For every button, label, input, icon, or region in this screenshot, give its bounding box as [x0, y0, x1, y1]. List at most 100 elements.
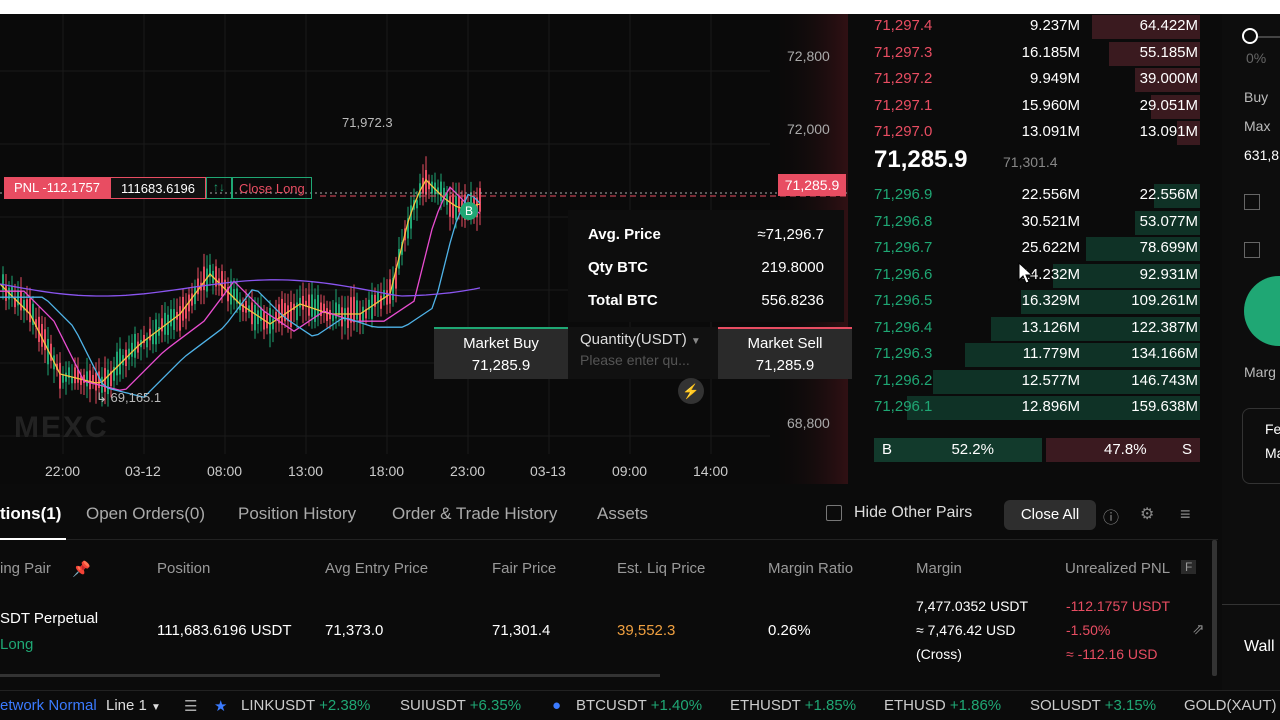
bid-row[interactable]: 71,296.1 12.896M 159.638M: [856, 395, 1200, 421]
ticker-change: +1.86%: [949, 697, 1002, 714]
pin-icon[interactable]: 📌: [72, 561, 91, 578]
hide-other-pairs-toggle[interactable]: Hide Other Pairs: [826, 504, 972, 522]
order-total: 159.638M: [1131, 398, 1198, 415]
close-long-button[interactable]: Close Long: [232, 177, 312, 199]
ask-row[interactable]: 71,297.4 9.237M 64.422M: [856, 14, 1200, 40]
ask-row[interactable]: 71,297.2 9.949M 39.000M: [856, 67, 1200, 93]
scrollbar[interactable]: [1212, 540, 1217, 676]
info-key: Qty BTC: [588, 259, 648, 276]
ticker-item[interactable]: BTCUSDT +1.40%: [576, 697, 702, 714]
ticker-item[interactable]: GOLD(XAUT): [1184, 697, 1277, 714]
margin-ratio-value: 0.26%: [768, 622, 811, 639]
bid-row[interactable]: 71,296.6 14.232M 92.931M: [856, 263, 1200, 289]
hide-other-pairs-checkbox[interactable]: [826, 505, 842, 521]
ticker-symbol: SUIUSDT: [400, 697, 466, 714]
order-price: 71,296.4: [874, 318, 933, 336]
depth-bar: [1177, 121, 1200, 145]
ticker-item[interactable]: ETHUSD +1.86%: [884, 697, 1001, 714]
bid-row[interactable]: 71,296.4 13.126M 122.387M: [856, 316, 1200, 342]
bid-row[interactable]: 71,296.2 12.577M 146.743M: [856, 369, 1200, 395]
order-amount: 30.521M: [1021, 212, 1080, 230]
buy-ratio-letter: B: [882, 441, 893, 458]
order-amount: 16.185M: [1021, 43, 1080, 61]
ask-row[interactable]: 71,297.1 15.960M 29.051M: [856, 94, 1200, 120]
quantity-label: Quantity(USDT) ▼: [580, 331, 706, 348]
low-price-label: ↳ 69,165.1: [96, 390, 162, 405]
tab-assets[interactable]: Assets: [597, 504, 649, 523]
market-sell-price: 71,285.9: [755, 357, 815, 374]
margin-usd: ≈ 7,476.42 USD: [916, 622, 1016, 638]
tab-position-history[interactable]: Position History: [238, 504, 357, 523]
max-label: Max: [1244, 118, 1271, 134]
wallet-label[interactable]: Wall: [1244, 638, 1275, 655]
bid-row[interactable]: 71,296.7 25.622M 78.699M: [856, 236, 1200, 262]
market-buy-button[interactable]: Market Buy 71,285.9: [434, 327, 568, 379]
order-total: 55.185M: [1139, 43, 1198, 61]
line-selector[interactable]: Line 1 ▼: [106, 697, 161, 714]
bid-row[interactable]: 71,296.8 30.521M 53.077M: [856, 210, 1200, 236]
market-sell-label: Market Sell: [747, 335, 823, 352]
position-size: 111,683.6196 USDT: [157, 622, 292, 639]
unrealized-pnl-usd: ≈ -112.16 USD: [1066, 646, 1158, 662]
depth-bar: [1134, 210, 1200, 235]
margin-mode[interactable]: (Cross): [916, 646, 962, 662]
filter-icon[interactable]: F: [1181, 560, 1197, 574]
ask-row[interactable]: 71,297.3 16.185M 55.185M: [856, 41, 1200, 67]
list-icon[interactable]: ☰: [184, 698, 198, 715]
ticker-item[interactable]: SUIUSDT +6.35%: [400, 697, 521, 714]
star-icon[interactable]: ★: [214, 698, 228, 715]
horizontal-scrollbar[interactable]: [0, 674, 660, 677]
order-price: 71,296.2: [874, 371, 933, 389]
bid-row[interactable]: 71,296.3 11.779M 134.166M: [856, 342, 1200, 368]
ask-row[interactable]: 71,297.0 13.091M 13.091M: [856, 120, 1200, 146]
option-checkbox[interactable]: [1244, 242, 1260, 258]
tab-open-orders[interactable]: Open Orders(0): [86, 504, 206, 523]
depth-bar: [1092, 15, 1200, 39]
quantity-input[interactable]: Quantity(USDT) ▼ Please enter qu...: [568, 327, 718, 379]
slider-handle[interactable]: [1242, 28, 1258, 44]
buy-label: Buy: [1244, 89, 1269, 105]
order-price: 71,296.1: [874, 398, 933, 415]
ticker-item[interactable]: SOLUSDT +3.15%: [1030, 697, 1156, 714]
tab-order-trade-history[interactable]: Order & Trade History: [392, 504, 558, 523]
share-icon[interactable]: ⇗: [1192, 621, 1205, 638]
column-header-avg-entry: Avg Entry Price: [325, 560, 429, 577]
position-side: Long: [0, 636, 34, 653]
slider-track[interactable]: [1258, 36, 1280, 38]
price-chart[interactable]: 72,800 72,000 68,800 71,972.3 ↳ 69,165.1…: [0, 14, 868, 484]
order-price: 71,297.3: [874, 43, 933, 61]
info-key: Total BTC: [588, 292, 658, 309]
margin-value: 7,477.0352 USDT: [916, 598, 1029, 614]
depth-bar: [1085, 237, 1200, 261]
ticker-item[interactable]: ETHUSDT +1.85%: [730, 697, 856, 714]
order-amount: 11.779M: [1022, 345, 1080, 362]
quick-trade-bar: Market Buy 71,285.9 Quantity(USDT) ▼ Ple…: [434, 327, 852, 379]
buy-marker[interactable]: B: [460, 202, 478, 220]
market-sell-button[interactable]: Market Sell 71,285.9: [718, 327, 852, 379]
close-all-button[interactable]: Close All: [1004, 500, 1096, 530]
ticker-change: +1.40%: [650, 697, 703, 714]
option-checkbox[interactable]: [1244, 194, 1260, 210]
tab-positions[interactable]: tions(1): [0, 504, 62, 523]
margin-label: Marg: [1244, 364, 1276, 380]
reverse-icon[interactable]: ↑↓: [206, 177, 232, 199]
menu-icon[interactable]: ≡: [1180, 504, 1191, 524]
price-axis-label: 72,800: [787, 48, 830, 64]
candlestick-canvas[interactable]: [0, 14, 848, 484]
info-icon[interactable]: ⓘ: [1103, 510, 1120, 527]
ticker-item[interactable]: LINKUSDT +2.38%: [241, 697, 370, 714]
order-amount: 12.577M: [1021, 371, 1080, 389]
chevron-down-icon[interactable]: ▼: [690, 336, 701, 347]
bid-row[interactable]: 71,296.9 22.556M 22.556M: [856, 183, 1200, 209]
order-amount: 9.237M: [1029, 17, 1080, 34]
order-form-panel: 0% Buy Max 631,8 Marg Fee Mak Wall: [1222, 14, 1280, 720]
ticker-symbol: SOLUSDT: [1030, 697, 1101, 714]
time-axis-label: 08:00: [207, 463, 243, 479]
order-total: 92.931M: [1139, 265, 1198, 283]
settings-sliders-icon[interactable]: ⚙: [1140, 506, 1155, 523]
pair-name: SDT Perpetual: [0, 610, 99, 627]
depth-bar: [1053, 263, 1200, 288]
order-book: 71,297.4 9.237M 64.422M 71,297.3 16.185M 55.1…: [856, 14, 1218, 484]
lightning-icon[interactable]: ⚡: [678, 378, 704, 404]
bid-row[interactable]: 71,296.5 16.329M 109.261M: [856, 289, 1200, 315]
